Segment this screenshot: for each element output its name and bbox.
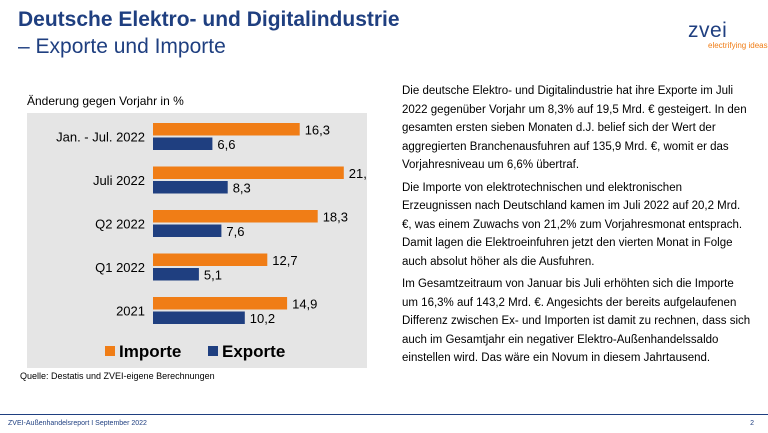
data-label-importe: 14,9 (292, 297, 317, 312)
paragraph-exports: Die deutsche Elektro- und Digitalindustr… (402, 85, 747, 171)
page-title: Deutsche Elektro- und Digitalindustrie (18, 8, 400, 31)
legend-label-importe: Importe (119, 342, 181, 361)
data-label-exporte: 6,6 (217, 137, 235, 152)
data-label-importe: 16,3 (305, 123, 330, 138)
bar-exporte (153, 311, 245, 324)
data-label-importe: 12,7 (272, 253, 297, 268)
bar-exporte (153, 181, 228, 194)
logo-brand: zvei (688, 19, 728, 42)
footer-report-name: ZVEI-Außenhandelsreport I September 2022 (8, 420, 147, 427)
zvei-logo: zvei electrifying ideas (688, 20, 768, 50)
data-label-importe: 21,2 (349, 166, 367, 181)
bar-importe (153, 297, 288, 310)
bar-exporte (153, 137, 213, 150)
page-number: 2 (750, 420, 754, 427)
legend-swatch-importe (105, 346, 115, 356)
bar-importe (153, 166, 344, 179)
category-label: Q2 2022 (95, 217, 145, 232)
footer-divider (0, 414, 768, 415)
legend-label-exporte: Exporte (222, 342, 285, 361)
legend-swatch-exporte (208, 346, 218, 356)
bar-exporte (153, 224, 222, 237)
category-label: 2021 (116, 304, 145, 319)
data-label-importe: 18,3 (323, 210, 348, 225)
paragraph-imports: Die Importe von elektrotechnischen und e… (402, 181, 743, 268)
category-label: Jan. - Jul. 2022 (56, 130, 145, 145)
bar-importe (153, 210, 318, 223)
chart-source: Quelle: Destatis und ZVEI-eigene Berechn… (20, 371, 215, 381)
logo-tagline: electrifying ideas (708, 41, 768, 50)
category-label: Juli 2022 (93, 173, 145, 188)
chart-subtitle: Änderung gegen Vorjahr in % (27, 94, 184, 108)
bar-importe (153, 253, 268, 266)
bar-chart: Jan. - Jul. 2022 16,3 6,6 Juli 2022 21,2 8,3 Q… (27, 113, 367, 368)
bar-exporte (153, 268, 199, 281)
category-label: Q1 2022 (95, 260, 145, 275)
paragraph-outlook: Im Gesamtzeitraum von Januar bis Juli er… (402, 278, 751, 364)
page-subtitle: – Exporte und Importe (18, 35, 226, 58)
data-label-exporte: 10,2 (250, 311, 275, 326)
data-label-exporte: 7,6 (226, 224, 244, 239)
bar-importe (153, 123, 300, 136)
description-text: Die deutsche Elektro- und Digitalindustr… (402, 82, 752, 372)
data-label-exporte: 8,3 (233, 181, 251, 196)
data-label-exporte: 5,1 (204, 268, 222, 283)
